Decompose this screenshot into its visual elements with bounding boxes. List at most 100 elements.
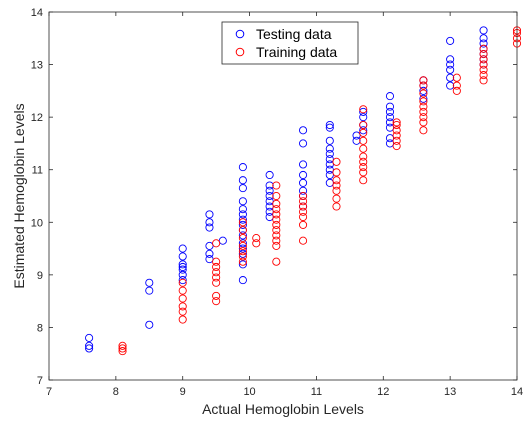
data-point (325, 165, 334, 174)
data-point (238, 197, 247, 206)
data-point (359, 128, 368, 137)
data-point (178, 307, 187, 316)
legend: Testing data Training data (221, 21, 359, 65)
x-axis-label: Actual Hemoglobin Levels (202, 401, 364, 417)
legend-marker-training (235, 47, 245, 57)
data-point (479, 50, 488, 59)
data-point (392, 136, 401, 145)
data-point (238, 257, 247, 266)
data-point (479, 60, 488, 69)
data-point (419, 118, 428, 127)
data-point (299, 212, 308, 222)
data-point (332, 186, 341, 195)
data-point (272, 210, 281, 219)
data-point (272, 241, 281, 250)
data-point (325, 178, 334, 187)
x-tick-label: 12 (377, 386, 389, 398)
data-point (265, 191, 274, 201)
data-point (325, 155, 334, 164)
data-point (238, 252, 247, 261)
data-point (178, 265, 187, 274)
data-point (272, 220, 281, 229)
data-point (205, 223, 214, 232)
data-point (238, 218, 247, 227)
data-point (446, 36, 455, 45)
data-point (325, 170, 334, 180)
x-axis: 7 8 9 10 11 12 13 14 (46, 12, 523, 398)
data-point (272, 257, 281, 266)
data-point (385, 102, 395, 111)
data-point (446, 55, 455, 64)
data-point (359, 163, 368, 172)
data-point (392, 120, 401, 130)
y-tick-label: 7 (37, 375, 43, 387)
data-point (212, 262, 221, 272)
data-point (452, 86, 461, 95)
data-point (145, 320, 154, 329)
data-point (299, 197, 308, 206)
data-point (325, 160, 334, 169)
data-point (205, 241, 214, 250)
data-point (385, 139, 395, 148)
data-point (272, 205, 281, 214)
data-point (238, 276, 247, 285)
data-point (212, 278, 221, 287)
data-point (205, 218, 214, 227)
y-axis-label: Estimated Hemoglobin Levels (11, 103, 27, 288)
data-point (392, 131, 401, 140)
legend-label-training: Training data (256, 44, 337, 60)
data-point (85, 344, 94, 353)
data-point (178, 244, 187, 253)
data-points (85, 26, 522, 356)
data-point (265, 186, 274, 195)
data-point (238, 226, 247, 235)
data-point (359, 157, 368, 166)
y-axis: 7 8 9 10 11 12 13 14 (31, 7, 517, 387)
data-point (178, 315, 187, 324)
data-point (385, 113, 395, 122)
y-tick-label: 11 (32, 165, 43, 177)
data-point (178, 276, 187, 285)
data-point (252, 239, 261, 248)
legend-box (221, 21, 359, 65)
data-point (265, 170, 274, 180)
data-point (299, 170, 308, 180)
y-tick-label: 13 (31, 60, 43, 72)
data-point (419, 107, 428, 116)
data-point (332, 176, 341, 185)
data-point (212, 291, 221, 300)
data-point (479, 44, 488, 53)
data-point (212, 273, 221, 282)
data-point (265, 207, 274, 216)
data-point (392, 126, 401, 135)
y-tick-label: 8 (37, 322, 43, 334)
data-point (299, 220, 308, 229)
data-point (419, 102, 428, 111)
data-point (238, 239, 247, 248)
y-tick-label: 10 (31, 217, 43, 229)
x-tick-label: 7 (46, 386, 52, 398)
x-tick-label: 13 (444, 386, 456, 398)
data-point (385, 134, 395, 143)
data-point (238, 184, 247, 193)
data-point (118, 344, 127, 353)
data-point (238, 176, 247, 185)
data-point (352, 136, 361, 145)
data-point (212, 297, 221, 306)
data-point (452, 81, 461, 90)
data-point (145, 278, 154, 287)
data-point (178, 252, 187, 261)
plot-frame (48, 11, 518, 381)
data-point (392, 118, 401, 127)
data-point (178, 270, 187, 279)
data-point (238, 260, 247, 269)
data-point (178, 262, 187, 272)
data-point (85, 333, 94, 342)
data-point (446, 81, 455, 90)
data-point (359, 136, 368, 145)
data-point (238, 249, 247, 258)
data-point (325, 136, 334, 145)
data-point (359, 176, 368, 185)
data-point (419, 81, 428, 90)
